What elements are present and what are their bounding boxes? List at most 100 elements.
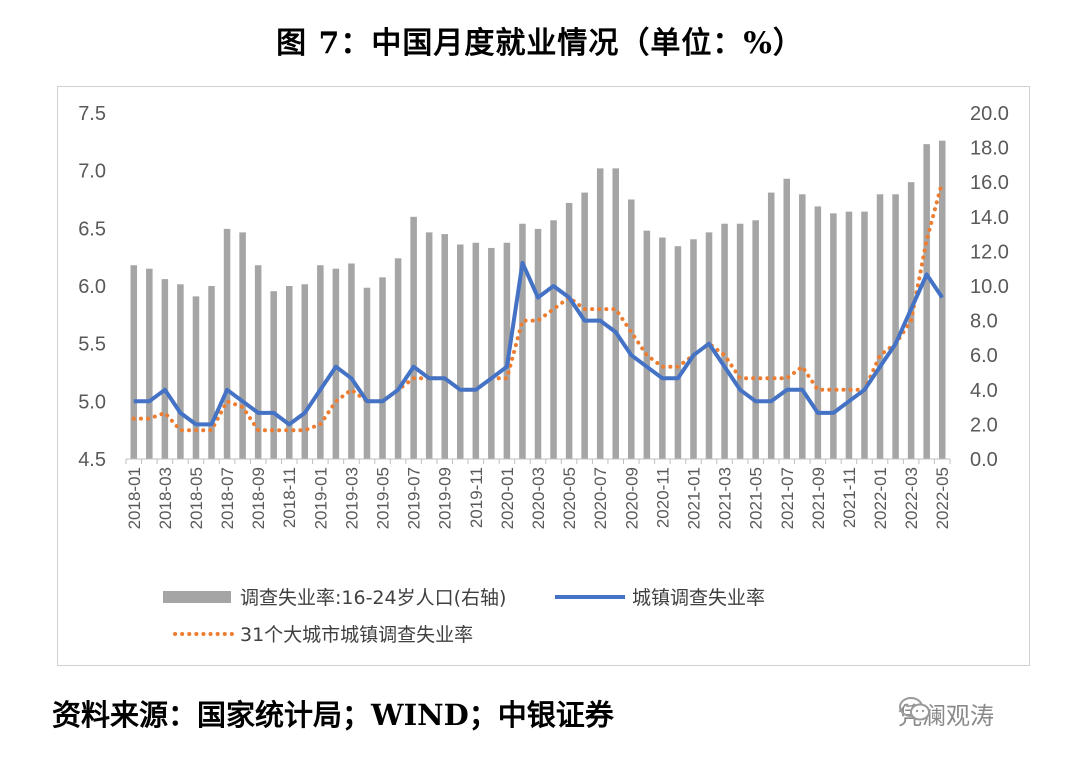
bar-2018-12 xyxy=(301,284,309,459)
x-tick-label: 2020-05 xyxy=(560,467,579,529)
bar-2021-07 xyxy=(783,178,791,460)
right-y-tick-label: 10.0 xyxy=(970,276,1009,298)
x-tick-label: 2020-03 xyxy=(529,467,548,529)
bar-2021-06 xyxy=(767,192,775,459)
right-y-tick-label: 20.0 xyxy=(970,103,1009,125)
bar-2019-01 xyxy=(317,265,324,459)
bar-2019-09 xyxy=(441,234,448,459)
chart-canvas: 2018-01 2018-03 2018-05 2018-07 2018-09 2018-… xyxy=(78,103,1009,646)
bar-series xyxy=(130,140,946,460)
bar-2021-05 xyxy=(752,220,759,459)
x-tick-label: 2020-01 xyxy=(498,467,517,529)
bar-2019-10 xyxy=(456,244,464,459)
x-tick-label: 2019-01 xyxy=(311,467,330,529)
left-y-tick-label: 5.0 xyxy=(78,391,106,413)
wechat-icon xyxy=(899,697,930,721)
legend-label-urban: 城镇调查失业率 xyxy=(632,587,765,609)
bar-2022-02 xyxy=(892,194,899,459)
bar-2019-11 xyxy=(472,242,480,459)
x-tick-label: 2022-01 xyxy=(871,467,890,529)
watermark: 凭澜观涛 xyxy=(898,696,994,731)
left-y-tick-label: 7.5 xyxy=(78,103,106,125)
bar-2018-11 xyxy=(285,286,293,459)
bar-2018-08 xyxy=(239,232,246,459)
bar-2018-07 xyxy=(223,228,231,459)
legend: 调查失业率:16-24岁人口(右轴) 城镇调查失业率 31个大城市城镇调查失业率 xyxy=(163,587,765,646)
bar-2021-08 xyxy=(799,194,806,459)
bar-2020-06 xyxy=(581,192,588,459)
right-y-tick-label: 16.0 xyxy=(970,172,1009,194)
bar-2021-11 xyxy=(845,211,853,459)
bar-2019-05 xyxy=(379,277,386,459)
line-31-cities-unemployment xyxy=(131,180,945,433)
bar-2018-03 xyxy=(161,279,169,459)
bar-2020-04 xyxy=(550,220,557,459)
axes: 2018-01 2018-03 2018-05 2018-07 2018-09 2018-… xyxy=(78,103,1009,529)
right-y-tick-label: 14.0 xyxy=(970,207,1009,229)
x-tick-label: 2019-11 xyxy=(467,467,486,528)
x-tick-label: 2021-01 xyxy=(684,467,703,529)
bar-2020-05 xyxy=(565,202,573,459)
right-y-tick-label: 18.0 xyxy=(970,138,1009,160)
bar-2020-07 xyxy=(596,168,604,460)
line-urban-unemployment xyxy=(133,260,944,427)
bar-2021-04 xyxy=(736,223,744,459)
legend-swatch-youth xyxy=(163,591,231,603)
right-y-tick-label: 4.0 xyxy=(970,380,998,402)
source-note: 资料来源：国家统计局；WIND；中银证券 xyxy=(52,698,614,732)
bar-2020-08 xyxy=(612,168,620,460)
chart-frame xyxy=(57,86,1030,666)
bar-2019-03 xyxy=(348,263,355,459)
legend-label-31-cities: 31个大城市城镇调查失业率 xyxy=(240,624,473,646)
x-tick-label: 2021-07 xyxy=(778,467,797,529)
x-tick-label: 2019-07 xyxy=(405,467,424,529)
left-y-tick-label: 7.0 xyxy=(78,161,106,183)
bar-2018-09 xyxy=(254,265,262,459)
x-tick-label: 2019-09 xyxy=(436,467,455,529)
x-tick-label: 2021-11 xyxy=(840,467,859,528)
left-y-tick-label: 4.5 xyxy=(78,449,106,471)
bar-2022-04 xyxy=(923,144,930,459)
x-tick-label: 2022-05 xyxy=(933,467,952,529)
bar-2019-06 xyxy=(394,258,402,459)
right-y-tick-label: 8.0 xyxy=(970,311,998,333)
bar-2020-02 xyxy=(519,223,526,459)
x-tick-label: 2022-03 xyxy=(902,467,921,529)
x-tick-label: 2021-05 xyxy=(747,467,766,529)
x-tick-label: 2018-09 xyxy=(249,467,268,529)
x-tick-label: 2019-03 xyxy=(342,467,361,529)
bar-2021-12 xyxy=(861,211,868,459)
legend-label-youth: 调查失业率:16-24岁人口(右轴) xyxy=(240,587,506,609)
bar-2020-03 xyxy=(534,228,542,459)
bar-2020-12 xyxy=(674,246,682,459)
chart-title: 图 7：中国月度就业情况（单位：%） xyxy=(276,26,804,61)
x-tick-label: 2020-11 xyxy=(653,467,672,528)
bar-2021-03 xyxy=(721,223,728,459)
x-tick-label: 2020-09 xyxy=(622,467,641,529)
x-tick-label: 2021-09 xyxy=(809,467,828,529)
bar-2022-05 xyxy=(938,140,946,459)
bar-2021-10 xyxy=(830,213,837,459)
x-tick-label: 2020-07 xyxy=(591,467,610,529)
bar-2018-02 xyxy=(146,268,153,459)
bar-2019-04 xyxy=(363,287,371,459)
right-y-tick-label: 0.0 xyxy=(970,449,998,471)
bar-2022-01 xyxy=(876,194,884,459)
right-y-tick-label: 12.0 xyxy=(970,241,1009,263)
bar-2020-01 xyxy=(503,242,511,459)
x-tick-label: 2019-05 xyxy=(374,467,393,529)
bar-2019-12 xyxy=(488,247,495,459)
x-tick-label: 2021-03 xyxy=(716,467,735,529)
line-series xyxy=(131,180,945,433)
x-tick-label: 2018-01 xyxy=(125,467,144,529)
bar-2018-10 xyxy=(270,291,277,459)
x-tick-label: 2018-07 xyxy=(218,467,237,529)
bar-2019-08 xyxy=(425,232,433,459)
bar-2018-04 xyxy=(177,284,184,459)
left-y-tick-label: 5.5 xyxy=(78,334,106,356)
bar-2021-01 xyxy=(690,239,697,459)
left-y-tick-label: 6.5 xyxy=(78,218,106,240)
x-tick-label: 2018-03 xyxy=(156,467,175,529)
x-tick-label: 2018-05 xyxy=(187,467,206,529)
bar-2019-07 xyxy=(410,216,417,459)
